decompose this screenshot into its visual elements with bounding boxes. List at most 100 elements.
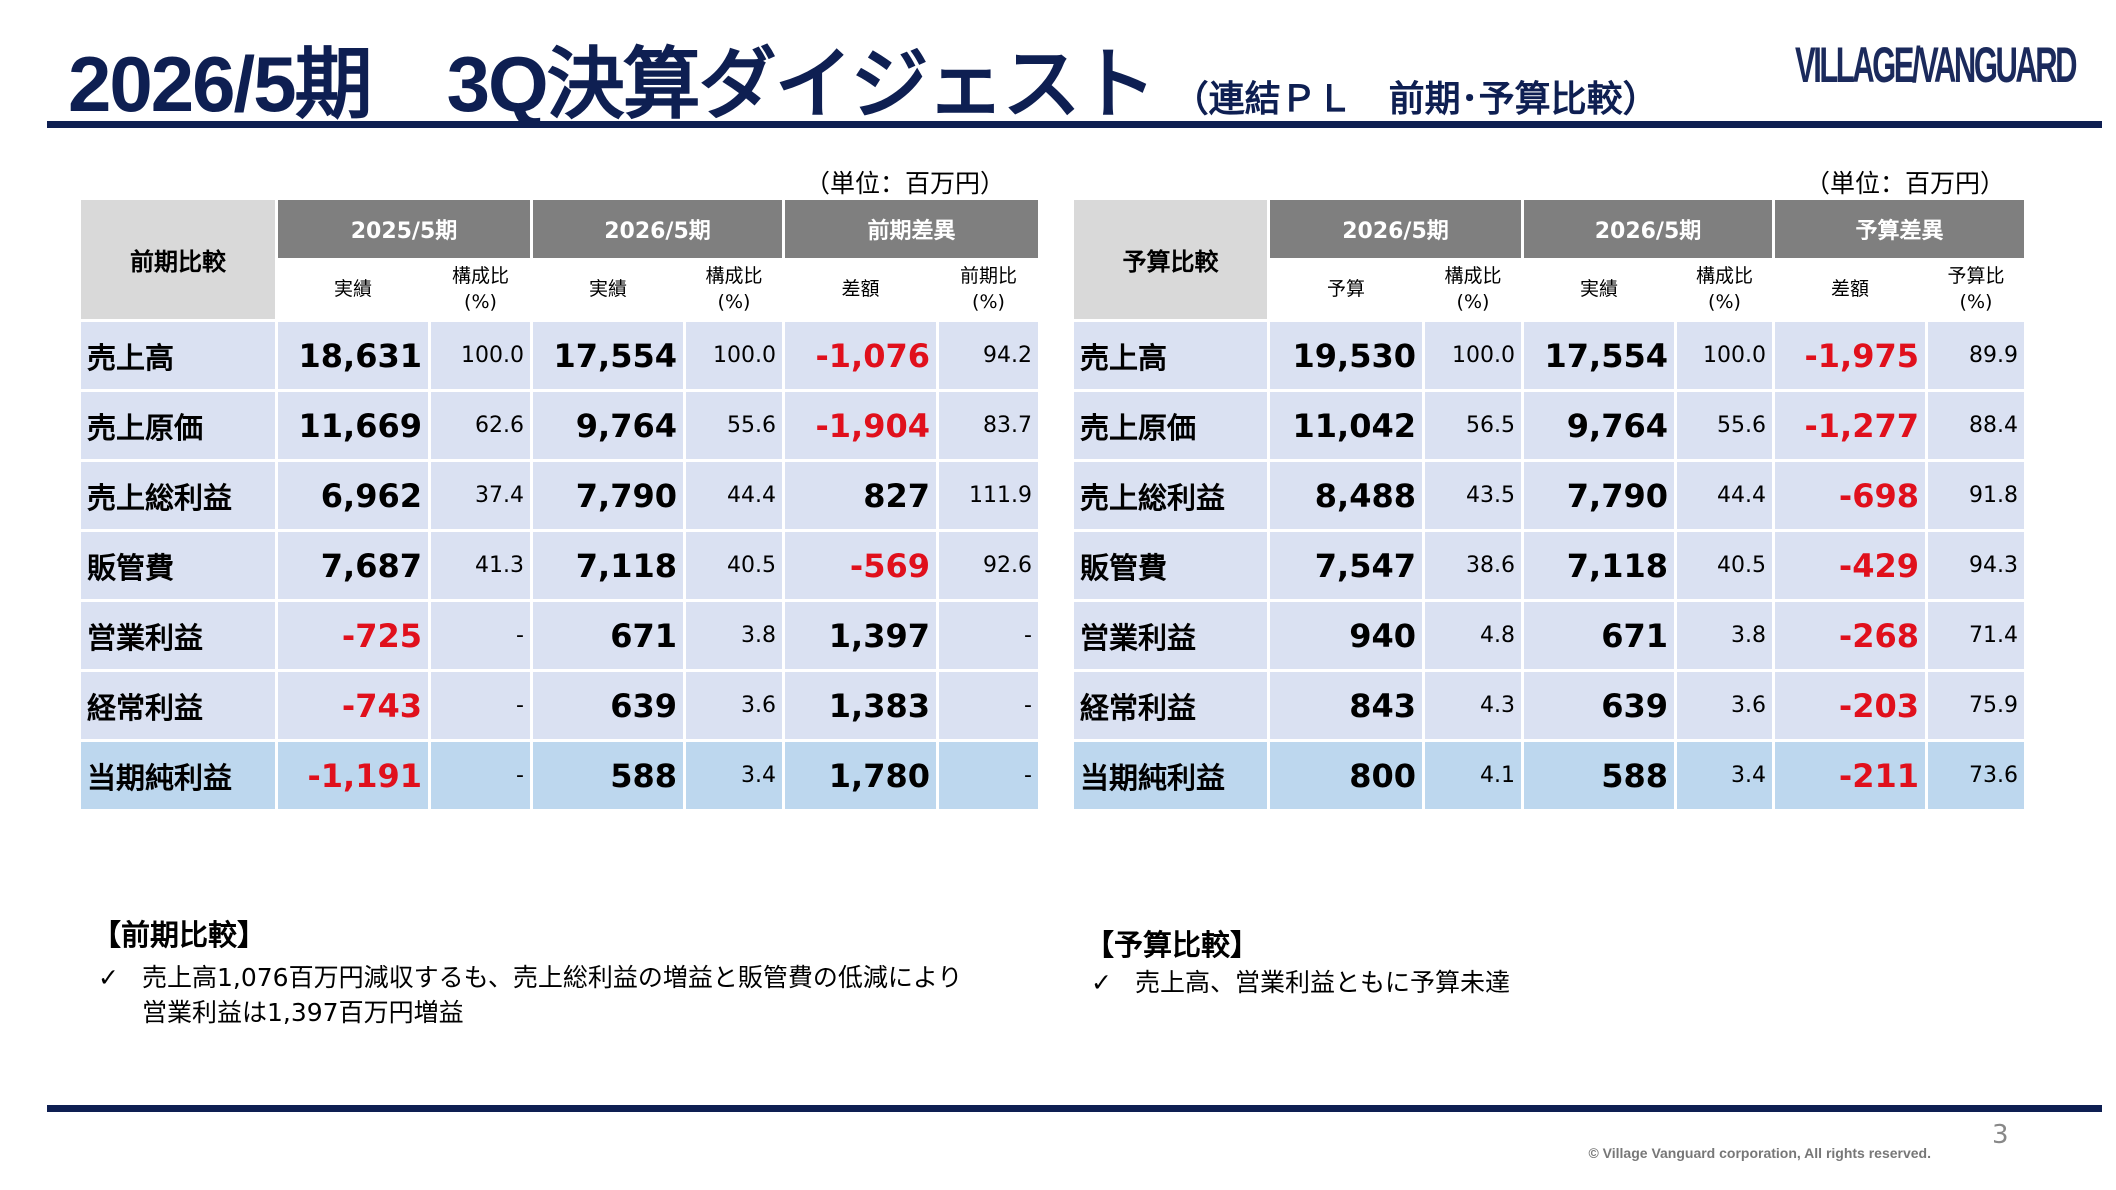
column-header-line: 前期比 bbox=[959, 265, 1017, 288]
row-label: 売上総利益 bbox=[1074, 462, 1267, 529]
amount-cell: 1,780 bbox=[785, 742, 936, 809]
amount-cell: -429 bbox=[1775, 532, 1925, 599]
ratio-cell: 100.0 bbox=[1425, 322, 1521, 389]
bullet-line: 売上高、営業利益ともに予算未達 bbox=[1135, 968, 1511, 997]
column-header: 実績 bbox=[1524, 261, 1674, 319]
column-header: 実績 bbox=[278, 261, 428, 319]
ratio-cell: 44.4 bbox=[1677, 462, 1772, 529]
amount-cell: 639 bbox=[1524, 672, 1674, 739]
ratio-cell: 88.4 bbox=[1928, 392, 2024, 459]
corner-cell: 予算比較 bbox=[1074, 200, 1267, 319]
column-header-line: (%) bbox=[1456, 291, 1490, 313]
table-row: 売上総利益 6,962 37.4 7,790 44.4 827 111.9 bbox=[81, 462, 1038, 529]
copyright: © Village Vanguard corporation, All righ… bbox=[1588, 1145, 1931, 1161]
table-row: 売上原価 11,042 56.5 9,764 55.6 -1,277 88.4 bbox=[1074, 392, 2024, 459]
ratio-cell: 100.0 bbox=[686, 322, 782, 389]
title-main: 2026/5期 3Q決算ダイジェスト bbox=[68, 40, 1157, 128]
ratio-cell: 55.6 bbox=[686, 392, 782, 459]
row-label: 経常利益 bbox=[1074, 672, 1267, 739]
column-header-line: 構成比 bbox=[705, 265, 763, 288]
column-header: 実績 bbox=[533, 261, 683, 319]
amount-cell: -1,191 bbox=[278, 742, 428, 809]
ratio-cell: 4.3 bbox=[1425, 672, 1521, 739]
amount-cell: 17,554 bbox=[533, 322, 683, 389]
column-header-line: 構成比 bbox=[1444, 265, 1502, 288]
column-header-line: (%) bbox=[717, 291, 751, 313]
column-header-line: 構成比 bbox=[451, 265, 509, 288]
amount-cell: 843 bbox=[1270, 672, 1422, 739]
amount-cell: -1,076 bbox=[785, 322, 936, 389]
prior-comparison-bullet: ✓ 売上高1,076百万円減収するも、売上総利益の増益と販管費の低減により 営業利益… bbox=[98, 960, 962, 1030]
ratio-cell: 3.6 bbox=[1677, 672, 1772, 739]
ratio-cell: 94.2 bbox=[939, 322, 1038, 389]
budget-comparison-heading: 【予算比較】 bbox=[1085, 928, 1260, 962]
amount-cell: -203 bbox=[1775, 672, 1925, 739]
ratio-cell: 89.9 bbox=[1928, 322, 2024, 389]
village-vanguard-logo: VILLAGE/VANGUARD bbox=[1795, 37, 2078, 93]
table-row: 当期純利益 800 4.1 588 3.4 -211 73.6 bbox=[1074, 742, 2024, 809]
column-header-line: (%) bbox=[1959, 291, 1993, 313]
ratio-cell: 3.4 bbox=[1677, 742, 1772, 809]
row-label: 販管費 bbox=[81, 532, 275, 599]
ratio-cell: 3.8 bbox=[686, 602, 782, 669]
amount-cell: 7,687 bbox=[278, 532, 428, 599]
logo-container: VILLAGE/VANGUARD bbox=[1795, 36, 2085, 106]
row-label: 当期純利益 bbox=[81, 742, 275, 809]
group-header: 2026/5期 bbox=[533, 200, 782, 258]
ratio-cell: 3.6 bbox=[686, 672, 782, 739]
ratio-cell: 37.4 bbox=[431, 462, 530, 529]
column-header-line: (%) bbox=[1708, 291, 1741, 313]
amount-cell: 7,118 bbox=[1524, 532, 1674, 599]
ratio-cell: 94.3 bbox=[1928, 532, 2024, 599]
column-header-line: 実績 bbox=[1579, 278, 1618, 301]
bottom-divider bbox=[47, 1105, 2102, 1112]
amount-cell: 18,631 bbox=[278, 322, 428, 389]
amount-cell: 639 bbox=[533, 672, 683, 739]
table-row: 販管費 7,687 41.3 7,118 40.5 -569 92.6 bbox=[81, 532, 1038, 599]
ratio-cell: 40.5 bbox=[686, 532, 782, 599]
group-header: 2026/5期 bbox=[1270, 200, 1521, 258]
amount-cell: -1,904 bbox=[785, 392, 936, 459]
column-header: 差額 bbox=[1775, 261, 1925, 319]
ratio-cell: 40.5 bbox=[1677, 532, 1772, 599]
ratio-cell: 43.5 bbox=[1425, 462, 1521, 529]
ratio-cell: 71.4 bbox=[1928, 602, 2024, 669]
check-icon: ✓ bbox=[1091, 968, 1112, 997]
group-header: 2025/5期 bbox=[278, 200, 530, 258]
amount-cell: 7,547 bbox=[1270, 532, 1422, 599]
column-header-line: 差額 bbox=[841, 278, 880, 301]
amount-cell: 17,554 bbox=[1524, 322, 1674, 389]
ratio-cell: 62.6 bbox=[431, 392, 530, 459]
budget-comparison-bullet: ✓ 売上高、営業利益ともに予算未達 bbox=[1091, 965, 1511, 1000]
ratio-cell: - bbox=[431, 742, 530, 809]
column-header-line: 差額 bbox=[1830, 278, 1869, 301]
ratio-cell: 3.8 bbox=[1677, 602, 1772, 669]
amount-cell: -1,975 bbox=[1775, 322, 1925, 389]
ratio-cell: 56.5 bbox=[1425, 392, 1521, 459]
column-header-line: 実績 bbox=[588, 278, 627, 301]
column-header-line: 構成比 bbox=[1695, 265, 1753, 288]
amount-cell: -569 bbox=[785, 532, 936, 599]
column-header: 構成比 (%) bbox=[1425, 261, 1521, 319]
header-row: 前期比較 2025/5期 2026/5期 前期差異 bbox=[81, 200, 1038, 319]
subheader-row: 実績 構成比 (%) 実績 構成比 (%) 差額 前期比 (%) bbox=[81, 261, 1038, 319]
page-title: 2026/5期 3Q決算ダイジェスト （連結ＰＬ 前期･予算比較） bbox=[68, 22, 1659, 134]
ratio-cell: - bbox=[939, 602, 1038, 669]
column-header-line: (%) bbox=[972, 291, 1005, 313]
row-label: 当期純利益 bbox=[1074, 742, 1267, 809]
amount-cell: -211 bbox=[1775, 742, 1925, 809]
ratio-cell: - bbox=[431, 672, 530, 739]
amount-cell: -725 bbox=[278, 602, 428, 669]
table-row: 経常利益 843 4.3 639 3.6 -203 75.9 bbox=[1074, 672, 2024, 739]
check-icon: ✓ bbox=[98, 963, 119, 992]
amount-cell: 671 bbox=[1524, 602, 1674, 669]
ratio-cell: - bbox=[939, 742, 1038, 809]
subheader-row: 予算 構成比 (%) 実績 構成比 (%) 差額 予算比 (%) bbox=[1074, 261, 2024, 319]
header-row: 予算比較 2026/5期 2026/5期 予算差異 bbox=[1074, 200, 2024, 319]
amount-cell: -1,277 bbox=[1775, 392, 1925, 459]
row-label: 売上高 bbox=[81, 322, 275, 389]
column-header: 構成比 (%) bbox=[1677, 261, 1772, 319]
row-label: 売上原価 bbox=[1074, 392, 1267, 459]
amount-cell: 1,397 bbox=[785, 602, 936, 669]
row-label: 経常利益 bbox=[81, 672, 275, 739]
